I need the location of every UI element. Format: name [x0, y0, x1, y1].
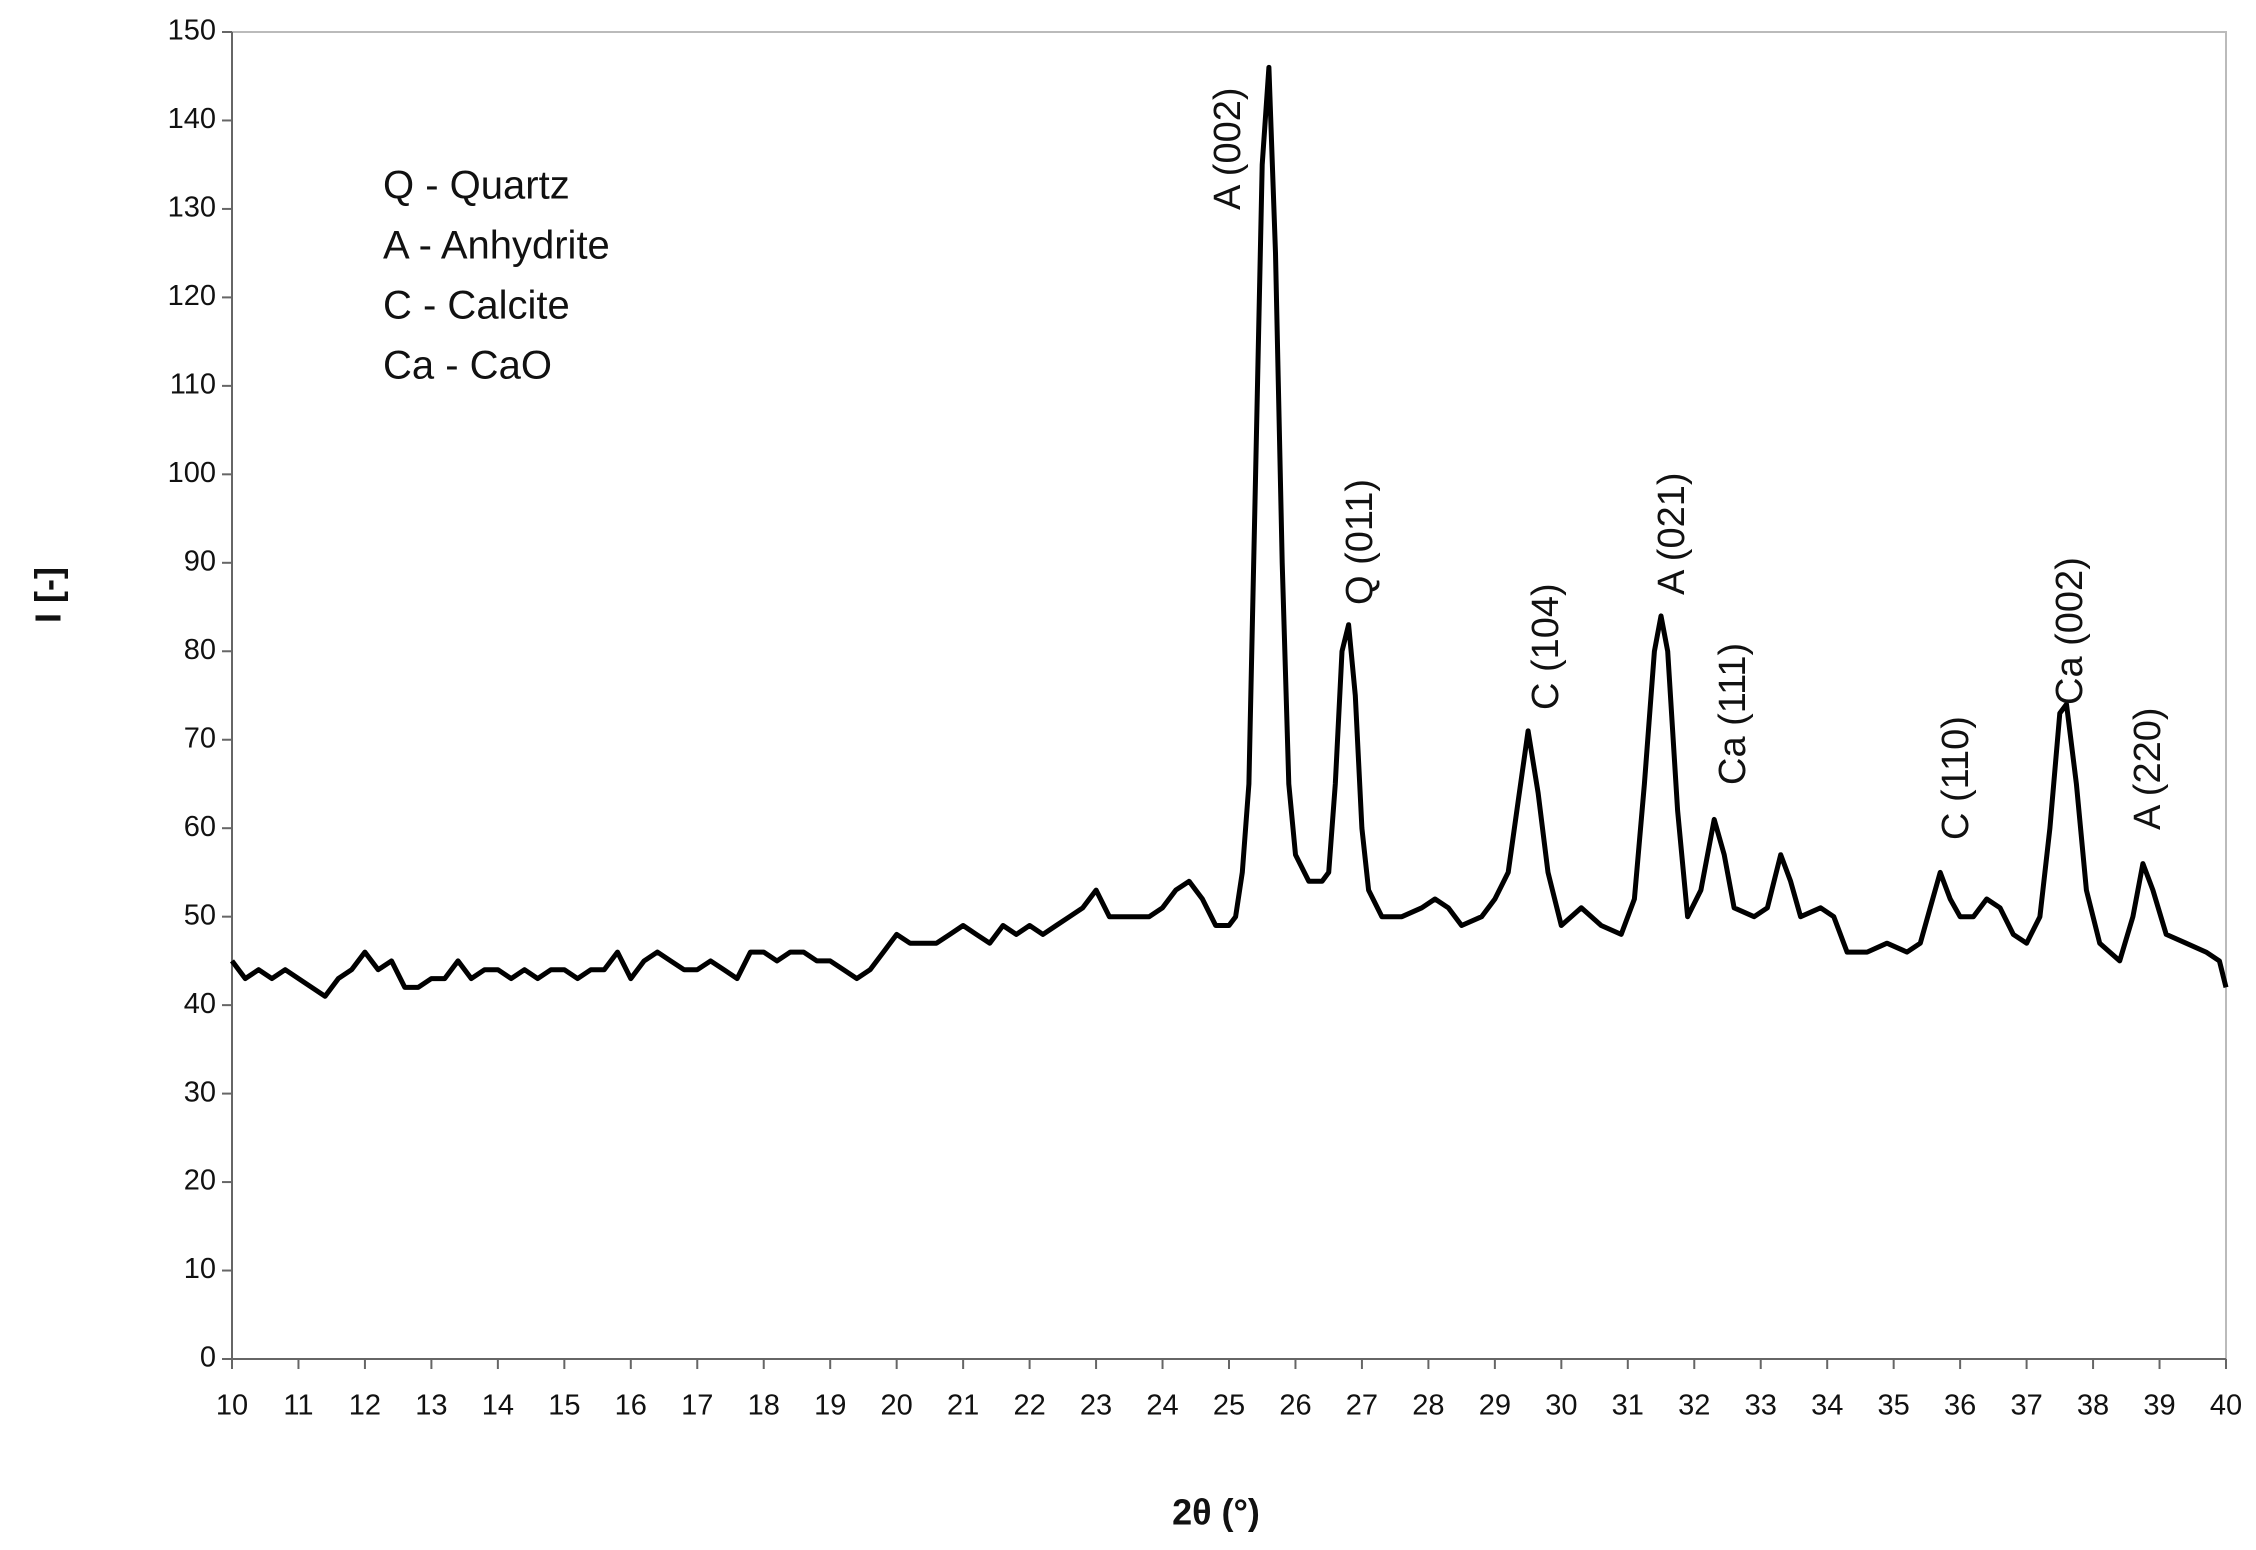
y-tick-label: 140: [168, 103, 216, 135]
x-tick-label: 32: [1678, 1390, 1710, 1422]
y-tick-label: 150: [168, 15, 216, 47]
y-tick-label: 10: [184, 1253, 216, 1285]
y-tick-label: 80: [184, 634, 216, 666]
legend-note: A - Anhydrite: [383, 224, 610, 268]
x-tick-label: 40: [2210, 1390, 2242, 1422]
y-tick-label: 20: [184, 1165, 216, 1197]
y-tick-label: 130: [168, 192, 216, 224]
x-tick-label: 30: [1545, 1390, 1577, 1422]
x-tick-label: 22: [1013, 1390, 1045, 1422]
x-tick-label: 20: [881, 1390, 913, 1422]
x-tick-label: 16: [615, 1390, 647, 1422]
x-tick-label: 24: [1146, 1390, 1178, 1422]
x-tick-label: 23: [1080, 1390, 1112, 1422]
y-tick-label: 100: [168, 457, 216, 489]
x-tick-label: 39: [2143, 1390, 2175, 1422]
x-tick-label: 18: [748, 1390, 780, 1422]
x-tick-label: 27: [1346, 1390, 1378, 1422]
peak-label: C (104): [1525, 583, 1567, 710]
x-tick-label: 37: [2010, 1390, 2042, 1422]
x-tick-label: 15: [548, 1390, 580, 1422]
legend-note: Q - Quartz: [383, 164, 570, 208]
y-tick-label: 110: [170, 369, 216, 401]
x-tick-label: 21: [947, 1390, 979, 1422]
legend-note: C - Calcite: [383, 284, 570, 328]
x-tick-label: 36: [1944, 1390, 1976, 1422]
peak-label: C (110): [1935, 716, 1977, 840]
x-tick-label: 13: [415, 1390, 447, 1422]
peak-label: Q (011): [1339, 479, 1381, 605]
x-tick-label: 10: [216, 1390, 248, 1422]
y-tick-label: 70: [184, 722, 216, 754]
peak-label: A (021): [1651, 472, 1693, 595]
x-tick-label: 11: [283, 1390, 313, 1422]
peak-label: Ca (002): [2049, 557, 2091, 705]
x-tick-label: 29: [1479, 1390, 1511, 1422]
x-tick-label: 35: [1878, 1390, 1910, 1422]
x-axis-title: 2θ (°): [1172, 1492, 1260, 1533]
y-tick-label: 50: [184, 899, 216, 931]
x-tick-label: 12: [349, 1390, 381, 1422]
peak-label: Ca (111): [1712, 643, 1754, 785]
x-tick-label: 14: [482, 1390, 514, 1422]
y-axis-title: I [-]: [28, 567, 69, 623]
y-tick-label: 60: [184, 811, 216, 843]
x-tick-label: 34: [1811, 1390, 1843, 1422]
y-tick-label: 90: [184, 545, 216, 577]
y-tick-label: 120: [168, 280, 216, 312]
x-tick-label: 33: [1745, 1390, 1777, 1422]
y-tick-label: 40: [184, 988, 216, 1020]
y-tick-label: 0: [200, 1342, 216, 1374]
y-tick-label: 30: [184, 1076, 216, 1108]
legend-note: Ca - CaO: [383, 344, 552, 388]
x-tick-label: 31: [1612, 1390, 1644, 1422]
x-tick-label: 25: [1213, 1390, 1245, 1422]
peak-label: A (220): [2127, 707, 2169, 830]
peak-label: A (002): [1207, 87, 1249, 210]
x-tick-label: 19: [814, 1390, 846, 1422]
x-tick-label: 38: [2077, 1390, 2109, 1422]
x-tick-label: 17: [681, 1390, 713, 1422]
x-tick-label: 26: [1279, 1390, 1311, 1422]
x-tick-label: 28: [1412, 1390, 1444, 1422]
data-line: [230, 64, 2229, 999]
